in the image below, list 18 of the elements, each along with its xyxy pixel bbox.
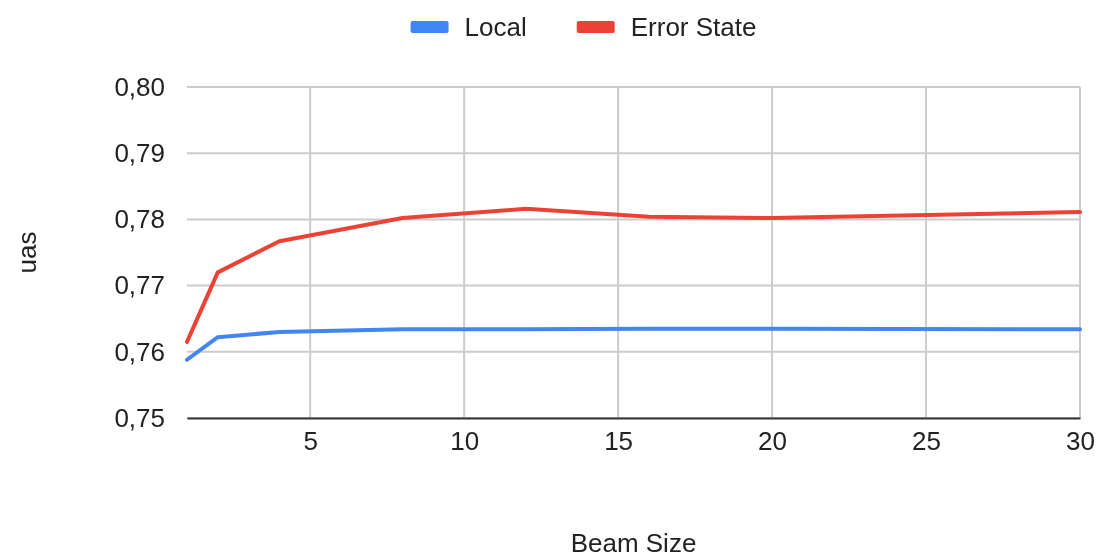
y-tick-label: 0,77: [114, 270, 165, 301]
line-series: [185, 206, 1082, 344]
y-tick-label: 0,76: [114, 336, 165, 367]
y-tick-label: 0,75: [114, 402, 165, 433]
legend-label: Local: [464, 12, 527, 42]
y-tick-label: 0,78: [114, 204, 165, 235]
x-tick-label: 25: [912, 426, 941, 457]
y-axis-title: uas: [12, 231, 42, 274]
x-tick-label: 15: [604, 426, 634, 457]
x-tick-label: 30: [1066, 426, 1095, 457]
line-series: [185, 326, 1082, 362]
x-tick-label: 5: [303, 426, 318, 457]
x-axis-title: Beam Size: [570, 528, 697, 558]
legend-label: Error State: [630, 12, 757, 42]
y-tick-label: 0,79: [114, 138, 165, 169]
x-tick-label: 20: [758, 426, 788, 457]
x-tick-label: 10: [450, 426, 480, 457]
y-tick-label: 0,80: [114, 71, 165, 102]
